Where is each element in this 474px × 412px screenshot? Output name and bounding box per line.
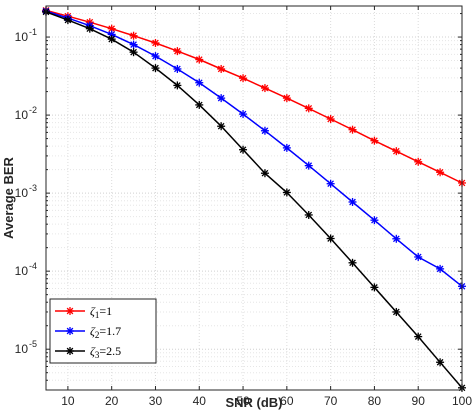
series-2-point [348, 197, 357, 206]
x-tick-label: 50 [236, 394, 250, 408]
series-1-point [151, 38, 160, 47]
series-2-point [173, 64, 182, 73]
series-1-point [392, 147, 401, 156]
y-tick-label: 10 [15, 342, 29, 356]
series-3-line [45, 11, 463, 389]
series-3-point [282, 188, 291, 197]
x-tick-label: 60 [280, 394, 294, 408]
legend-entry-3: ζ3=2.5 [55, 344, 121, 360]
y-tick-label-exponent: -1 [29, 27, 37, 37]
legend-label-1: ζ1=1 [90, 304, 112, 320]
series-3-point [370, 283, 379, 292]
legend-swatch-marker [66, 347, 74, 355]
series-3-point [436, 358, 445, 367]
series-1-point [326, 115, 335, 124]
x-tick-label: 100 [452, 394, 472, 408]
y-tick-label-exponent: -4 [29, 261, 37, 271]
plot-frame [45, 5, 463, 391]
series-1-point [239, 74, 248, 83]
series-2-point [326, 179, 335, 188]
series-3-point [63, 16, 72, 25]
series-3-point [173, 81, 182, 90]
y-tick-label: 10 [15, 30, 29, 44]
series-2-point [436, 264, 445, 273]
series-lines [42, 6, 466, 392]
series-2-point [414, 252, 423, 261]
series-1-point [370, 136, 379, 145]
series-3-point [348, 258, 357, 267]
x-tick-label: 20 [105, 394, 119, 408]
series-2-line [45, 10, 463, 287]
x-axis-title: SNR (dB) [225, 395, 282, 410]
series-2-point [392, 234, 401, 243]
series-1-point [217, 64, 226, 73]
series-3-point [217, 122, 226, 131]
series-2-point [129, 40, 138, 49]
series-2-point [217, 94, 226, 103]
series-2-point [260, 126, 269, 135]
y-tick-label: 10 [15, 108, 29, 122]
y-tick-label-exponent: -3 [29, 183, 37, 193]
series-3-point [85, 24, 94, 33]
series-3-point [260, 169, 269, 178]
series-3-point [195, 100, 204, 109]
series-2-point [195, 78, 204, 87]
y-tick-label-exponent: -2 [29, 105, 37, 115]
series-1-point [260, 84, 269, 93]
y-tick-label: 10 [15, 186, 29, 200]
y-tick-labels: 10-510-410-310-210-1 [15, 27, 37, 356]
series-2-point [151, 52, 160, 61]
x-tick-label: 90 [412, 394, 426, 408]
y-tick-label-exponent: -5 [29, 339, 37, 349]
y-axis-title: Average BER [1, 156, 16, 238]
series-1-point [282, 94, 291, 103]
series-3-point [414, 332, 423, 341]
series-1-point [304, 104, 313, 113]
series-1-point [173, 47, 182, 56]
series-1-point [414, 157, 423, 166]
series-2-point [370, 216, 379, 225]
x-tick-label: 70 [324, 394, 338, 408]
series-3-point [107, 35, 116, 44]
x-tick-label: 10 [61, 394, 75, 408]
x-tick-label: 80 [368, 394, 382, 408]
legend-swatch-marker [66, 327, 74, 335]
series-1-point [107, 24, 116, 33]
legend: ζ1=1 ζ2=1.7 ζ3=2.5 [49, 298, 157, 364]
series-3-point [129, 48, 138, 57]
series-3-point [326, 234, 335, 243]
series-3-point [392, 307, 401, 316]
series-2-point [282, 143, 291, 152]
x-tick-label: 30 [149, 394, 163, 408]
series-1-point [436, 168, 445, 177]
series-1-point [129, 31, 138, 40]
series-1-line [45, 9, 463, 184]
series-2-point [239, 110, 248, 119]
legend-entry-2: ζ2=1.7 [55, 324, 121, 340]
legend-swatch-marker [66, 307, 74, 315]
series-2-point [304, 161, 313, 170]
series-3-point [304, 210, 313, 219]
x-tick-labels: 10 20 30 40 50 60 70 80 90 100 [61, 394, 472, 408]
series-3-point [239, 145, 248, 154]
series-1-point [348, 125, 357, 134]
y-tick-label: 10 [15, 264, 29, 278]
legend-entry-1: ζ1=1 [55, 304, 112, 320]
series-1-point [195, 55, 204, 64]
x-tick-label: 40 [193, 394, 207, 408]
series-3-point [151, 64, 160, 73]
series-3 [42, 7, 466, 392]
legend-label-3: ζ3=2.5 [90, 344, 121, 360]
legend-label-2: ζ2=1.7 [90, 324, 121, 340]
